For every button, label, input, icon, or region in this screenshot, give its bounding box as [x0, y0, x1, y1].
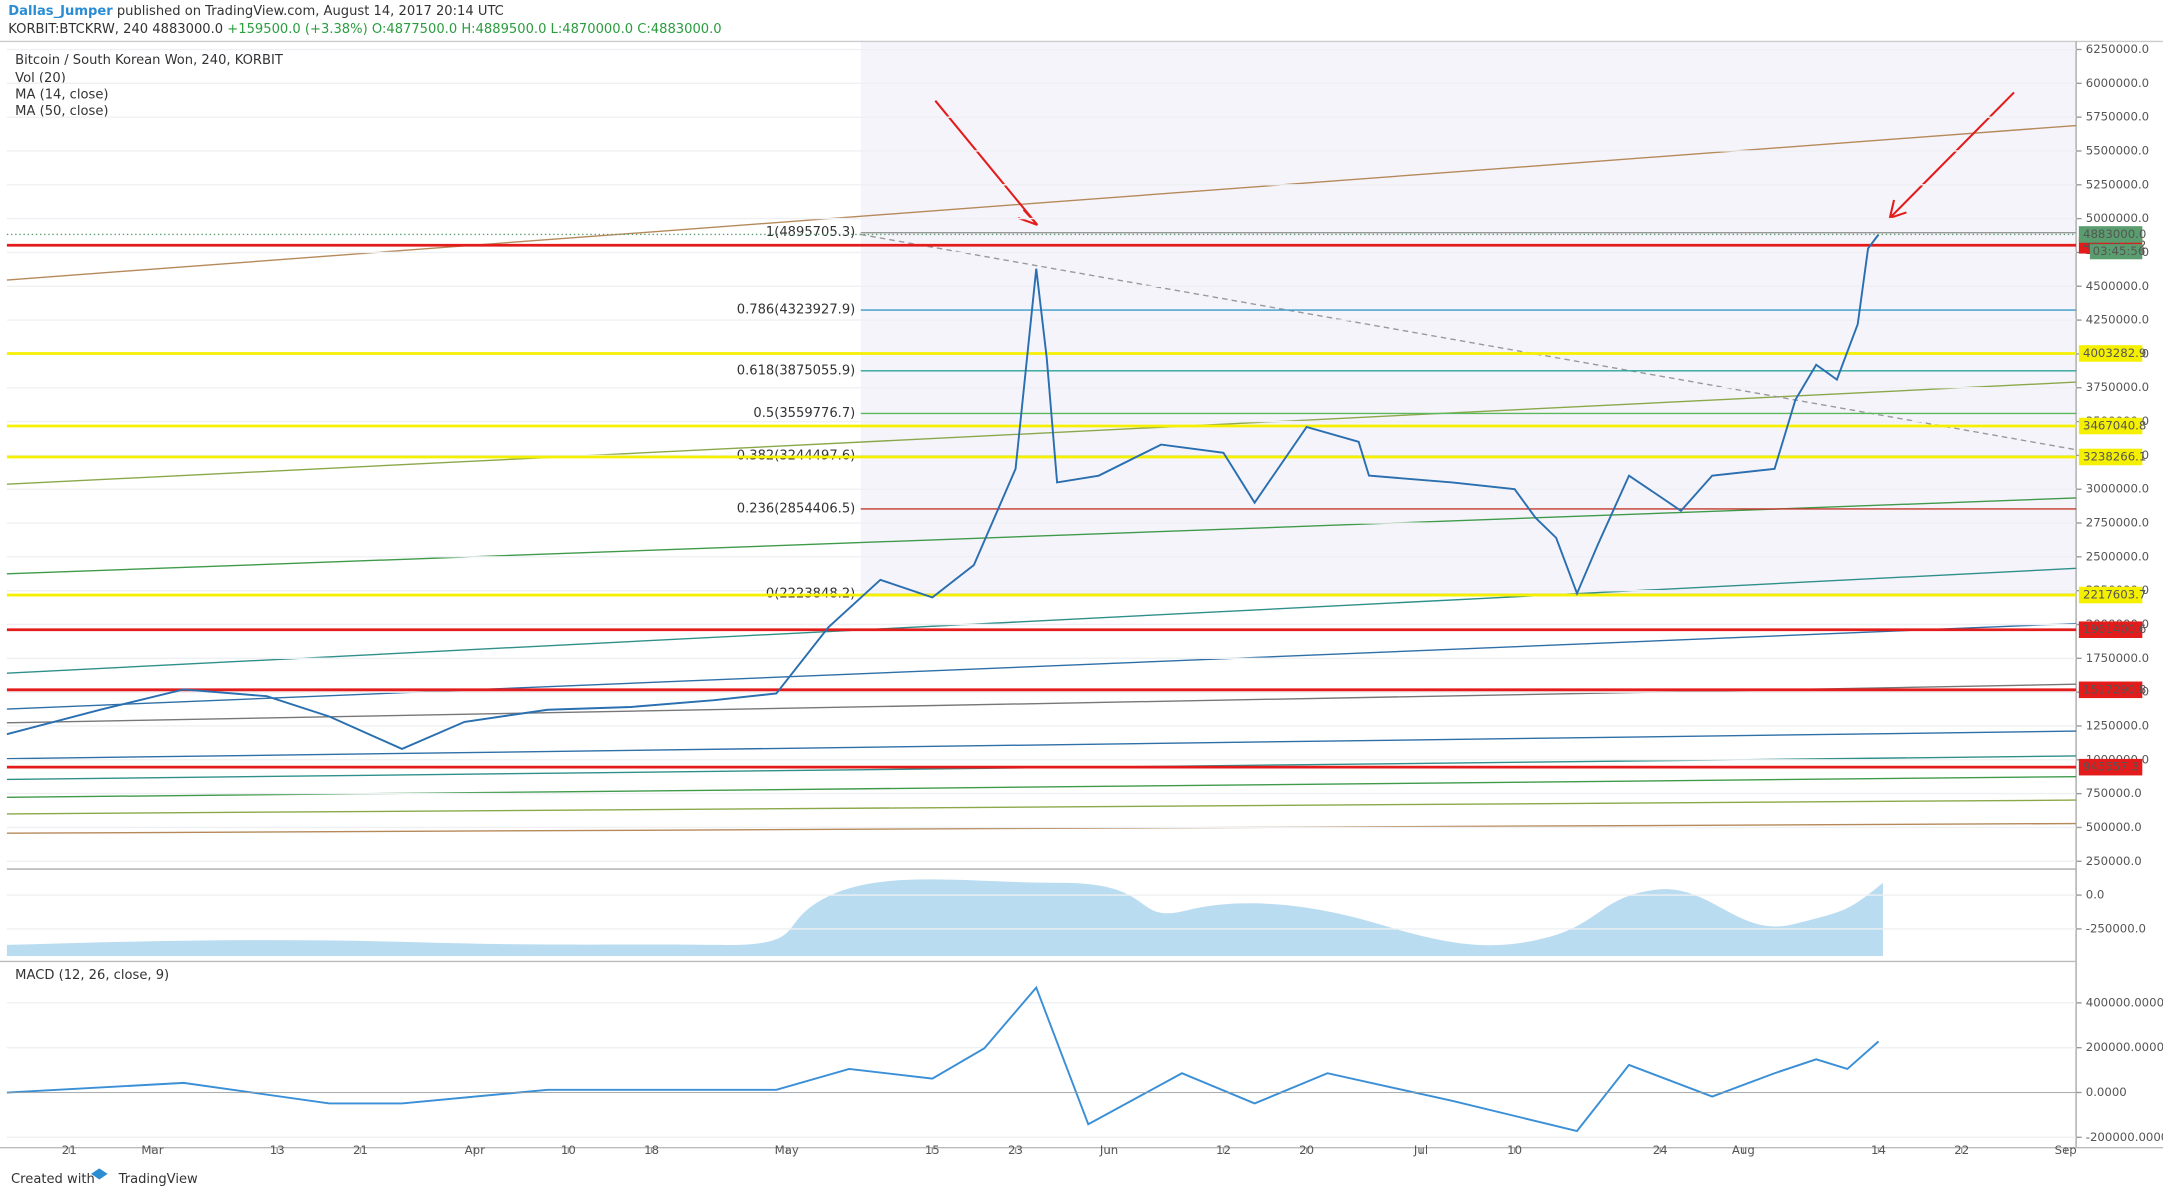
indicator: MA (14, close)	[15, 88, 108, 103]
x-tick-label: 13	[270, 1143, 285, 1157]
y-tick-label: 5000000.0	[2086, 211, 2149, 225]
x-tick-label: 18	[644, 1143, 659, 1157]
footer-brand[interactable]: TradingView	[118, 1172, 198, 1187]
trend-line	[6, 622, 2077, 710]
y-tick-label: 250000.0	[2086, 854, 2142, 868]
level-tag	[2078, 345, 2143, 362]
y-tick-label: 5750000.0	[2086, 110, 2149, 124]
trend-line	[6, 799, 2077, 815]
x-tick-label: 21	[62, 1143, 77, 1157]
countdown: 03:45:56	[2093, 244, 2146, 258]
fib-label: 0.786(4323927.9)	[737, 303, 856, 318]
last-price-tag	[2078, 226, 2143, 243]
x-tick-label: 24	[1653, 1143, 1668, 1157]
y-tick-label: 4250000.0	[2086, 313, 2149, 327]
macd-title: MACD (12, 26, close, 9)	[15, 968, 169, 983]
x-tick-label: 14	[1871, 1143, 1886, 1157]
level-label: 2217603.7	[2083, 588, 2146, 602]
x-tick-label: 22	[1954, 1143, 1969, 1157]
level-tag	[2078, 621, 2143, 639]
fib-shade	[860, 41, 2077, 594]
level-tag	[2078, 417, 2143, 435]
y-tick-label: 500000.0	[2086, 820, 2142, 834]
author[interactable]: Dallas_Jumper	[8, 4, 113, 19]
drawings	[6, 91, 2077, 956]
last-price-label: 4883000.0	[2083, 227, 2146, 241]
y-tick-label: 200000.0000	[2086, 1040, 2163, 1054]
x-tick-label: 12	[1216, 1143, 1231, 1157]
price-line	[6, 985, 1880, 1133]
volume-area	[6, 879, 1883, 956]
level-tag	[2078, 448, 2143, 466]
y-tick-label: 4500000.0	[2086, 279, 2149, 293]
y-tick-label: 5500000.0	[2086, 143, 2149, 157]
y-tick-label: 3750000.0	[2086, 380, 2149, 394]
x-tick-label: 23	[1008, 1143, 1023, 1157]
fib-label: 1(4895705.3)	[766, 225, 855, 240]
level-label: 1961400.6	[2083, 622, 2146, 636]
indicator: MA (50, close)	[15, 104, 108, 119]
y-tick-label: 1250000.0	[2086, 718, 2149, 732]
annotation-arrow	[934, 100, 1039, 226]
y-tick-label: 5250000.0	[2086, 177, 2149, 191]
y-tick-label: 0.0000	[2086, 1085, 2127, 1099]
change: +159500.0 (+3.38%)	[227, 21, 367, 36]
level-label: 4003282.9	[2083, 346, 2146, 360]
level-label: 945557.3	[2083, 760, 2139, 774]
level-tag	[2078, 586, 2143, 604]
countdown-tag	[2089, 244, 2143, 260]
x-tick-label: 10	[561, 1143, 576, 1157]
y-tick-label: 2500000.0	[2086, 549, 2149, 563]
fib-label: 0.236(2854406.5)	[737, 501, 856, 516]
level-tag	[2078, 758, 2143, 776]
x-tick-label: May	[775, 1143, 799, 1157]
x-tick-label: Jul	[1413, 1143, 1428, 1157]
y-tick-label: 0.0	[2086, 888, 2105, 902]
x-tick-label: Apr	[465, 1143, 485, 1157]
ohlc: O:4877500.0 H:4889500.0 L:4870000.0 C:48…	[372, 21, 722, 36]
level-label: 1517290.8	[2083, 682, 2146, 696]
x-tick-label: 20	[1299, 1143, 1314, 1157]
y-tick-label: 400000.0000	[2086, 995, 2163, 1009]
x-tick-label: Sep	[2055, 1143, 2077, 1157]
y-tick-label: 3000000.0	[2086, 482, 2149, 496]
y-tick-label: 6250000.0	[2086, 42, 2149, 56]
y-tick-label: 750000.0	[2086, 786, 2142, 800]
series-title: Bitcoin / South Korean Won, 240, KORBIT	[15, 53, 284, 68]
last: 4883000.0	[152, 21, 223, 36]
price-line	[6, 233, 1880, 750]
trend-line	[6, 381, 2077, 485]
y-tick-label: 2750000.0	[2086, 516, 2149, 530]
x-tick-label: 15	[925, 1143, 940, 1157]
y-tick-label: 6000000.0	[2086, 76, 2149, 90]
trend-line	[6, 567, 2077, 674]
indicator: Vol (20)	[15, 71, 66, 86]
level-label: 3467040.8	[2083, 419, 2146, 433]
y-tick-label: -200000.0000	[2086, 1130, 2163, 1144]
fib-label: 0.618(3875055.9)	[737, 363, 856, 378]
x-tick-label: Mar	[141, 1143, 163, 1157]
footer-created: Created with	[11, 1172, 95, 1187]
x-tick-label: 21	[353, 1143, 368, 1157]
trend-line	[6, 497, 2077, 575]
x-tick-label: 10	[1507, 1143, 1522, 1157]
header: Dallas_Jumper published on TradingView.c…	[8, 4, 504, 19]
level-label: 3238266.1	[2083, 449, 2146, 463]
quote: KORBIT:BTCKRW, 240 4883000.0 +159500.0 (…	[8, 21, 721, 36]
fib-label: 0.5(3559776.7)	[753, 406, 855, 421]
x-tick-label: Aug	[1732, 1143, 1755, 1157]
y-tick-label: 1750000.0	[2086, 651, 2149, 665]
x-tick-label: Jun	[1099, 1143, 1118, 1157]
level-tag	[2078, 681, 2143, 699]
published: published on TradingView.com, August 14,…	[117, 4, 504, 19]
trend-line	[6, 730, 2077, 760]
trend-line	[6, 822, 2077, 834]
symbol: KORBIT:BTCKRW, 240	[8, 21, 148, 36]
y-tick-label: -250000.0	[2086, 921, 2146, 935]
